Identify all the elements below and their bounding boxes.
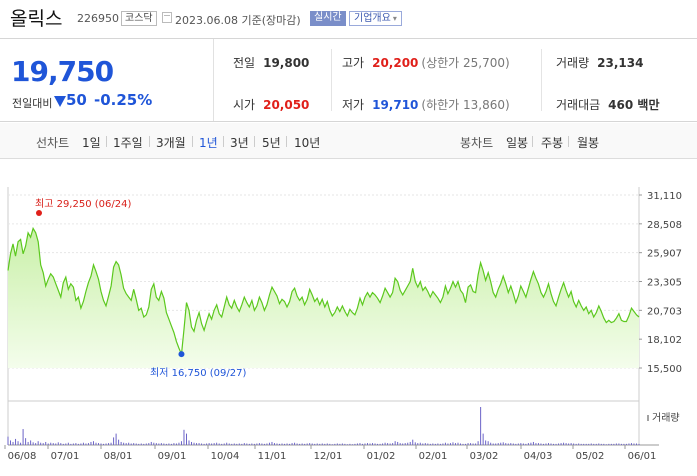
y-tick-label: 18,102 [647, 335, 682, 346]
tab-monthly-candle[interactable]: 월봉 [577, 136, 600, 150]
y-tick-label: 28,508 [647, 220, 682, 231]
realtime-button[interactable]: 실시간 [310, 11, 346, 26]
quote-date: 2023.06.08 기준(장마감) [175, 14, 301, 27]
tab-1w[interactable]: 1주일 [113, 136, 143, 150]
low-value: 19,710 [372, 98, 419, 112]
chevron-down-icon: ▾ [392, 14, 397, 23]
tab-1y[interactable]: 1년 [199, 136, 218, 150]
open-price: 시가 20,050 [233, 96, 309, 113]
volume: 거래량 23,134 [556, 54, 643, 71]
low-marker [178, 351, 185, 358]
x-tick-label: 06/01 [628, 451, 657, 462]
y-tick-label: 31,110 [647, 191, 682, 202]
divider [541, 49, 542, 111]
x-tick-label: 05/02 [576, 451, 605, 462]
low-annotation: 최저 16,750 (09/27) [150, 367, 246, 379]
x-tick-label: 10/04 [211, 451, 240, 462]
chart-period-tabs: 선차트 1일 1주일 3개월 1년 3년 5년 10년 봉차트 일봉 주봉 월봉 [0, 123, 697, 159]
stock-name: 올릭스 [10, 8, 63, 30]
line-chart-label: 선차트 [36, 136, 70, 150]
upper-limit: (상한가 25,700) [421, 56, 510, 70]
y-tick-label: 25,907 [647, 249, 682, 260]
prev-close-label: 전일 [233, 56, 256, 70]
open-label: 시가 [233, 98, 256, 112]
x-tick-label: 07/01 [51, 451, 80, 462]
lower-limit: (하한가 13,860) [421, 98, 510, 112]
x-tick-label: 11/01 [258, 451, 287, 462]
high-marker [36, 210, 42, 216]
tab-weekly-candle[interactable]: 주봉 [541, 136, 564, 150]
high-annotation: 최고 29,250 (06/24) [35, 198, 131, 210]
change-percent: -0.25% [94, 91, 153, 109]
quote-panel: 19,750 전일대비 50 -0.25% 전일 19,800 고가 20,200(… [0, 38, 697, 122]
tab-daily-candle[interactable]: 일봉 [506, 136, 529, 150]
down-arrow-icon [54, 96, 66, 107]
current-price: 19,750 [11, 55, 114, 88]
low-label: 저가 [342, 98, 365, 112]
calendar-icon [162, 12, 172, 23]
tab-1d[interactable]: 1일 [82, 136, 101, 150]
stock-header: 올릭스 226950 코스닥 2023.06.08 기준(장마감) 실시간 기업… [0, 0, 697, 38]
tab-separator [568, 136, 569, 147]
x-tick-label: 04/03 [524, 451, 553, 462]
price-summary: 19,750 전일대비 50 -0.25% [0, 39, 214, 121]
tab-3m[interactable]: 3개월 [156, 136, 186, 150]
price-line [7, 226, 640, 357]
x-tick-label: 03/02 [470, 451, 499, 462]
x-tick-label: 01/02 [367, 451, 396, 462]
stock-code: 226950 [77, 12, 119, 25]
tab-separator [149, 136, 150, 147]
x-tick-label: 09/01 [158, 451, 187, 462]
price-chart[interactable]: 31,110 28,508 25,907 23,305 20,703 18,102 15,5… [0, 160, 697, 476]
y-tick-label: 23,305 [647, 278, 682, 289]
x-tick-label: 02/01 [419, 451, 448, 462]
prev-close: 전일 19,800 [233, 54, 309, 71]
tab-separator [286, 136, 287, 147]
tab-5y[interactable]: 5년 [262, 136, 281, 150]
candle-chart-label: 봉차트 [460, 136, 494, 150]
price-area-fill [8, 228, 639, 368]
y-tick-label: 15,500 [647, 364, 682, 375]
change-value: 50 [66, 91, 87, 109]
divider [331, 49, 332, 111]
prev-close-value: 19,800 [263, 56, 310, 70]
x-tick-label: 06/08 [8, 451, 37, 462]
day-high: 고가 20,200 (상한가 25,700) [342, 54, 510, 71]
change-label: 전일대비 [12, 97, 53, 110]
open-value: 20,050 [263, 98, 310, 112]
market-badge: 코스닥 [121, 11, 157, 26]
tab-3y[interactable]: 3년 [230, 136, 249, 150]
day-low: 저가 19,710 (하한가 13,860) [342, 96, 510, 113]
amount-value: 460 백만 [608, 98, 660, 112]
tab-separator [192, 136, 193, 147]
amount-label: 거래대금 [556, 98, 601, 112]
x-tick-label: 08/01 [104, 451, 133, 462]
volume-label: 거래량 [652, 412, 680, 424]
tab-separator [532, 136, 533, 147]
tab-separator [223, 136, 224, 147]
high-label: 고가 [342, 56, 365, 70]
company-info-dropdown[interactable]: 기업개요 ▾ [349, 11, 402, 26]
volume-value: 23,134 [597, 56, 644, 70]
tab-10y[interactable]: 10년 [294, 136, 321, 150]
volume-label: 거래량 [556, 56, 590, 70]
tab-separator [106, 136, 107, 147]
y-tick-label: 20,703 [647, 306, 682, 317]
tab-separator [254, 136, 255, 147]
trade-amount: 거래대금 460 백만 [556, 96, 659, 113]
company-info-label: 기업개요 [354, 13, 391, 24]
x-tick-label: 12/01 [314, 451, 343, 462]
high-value: 20,200 [372, 56, 419, 70]
